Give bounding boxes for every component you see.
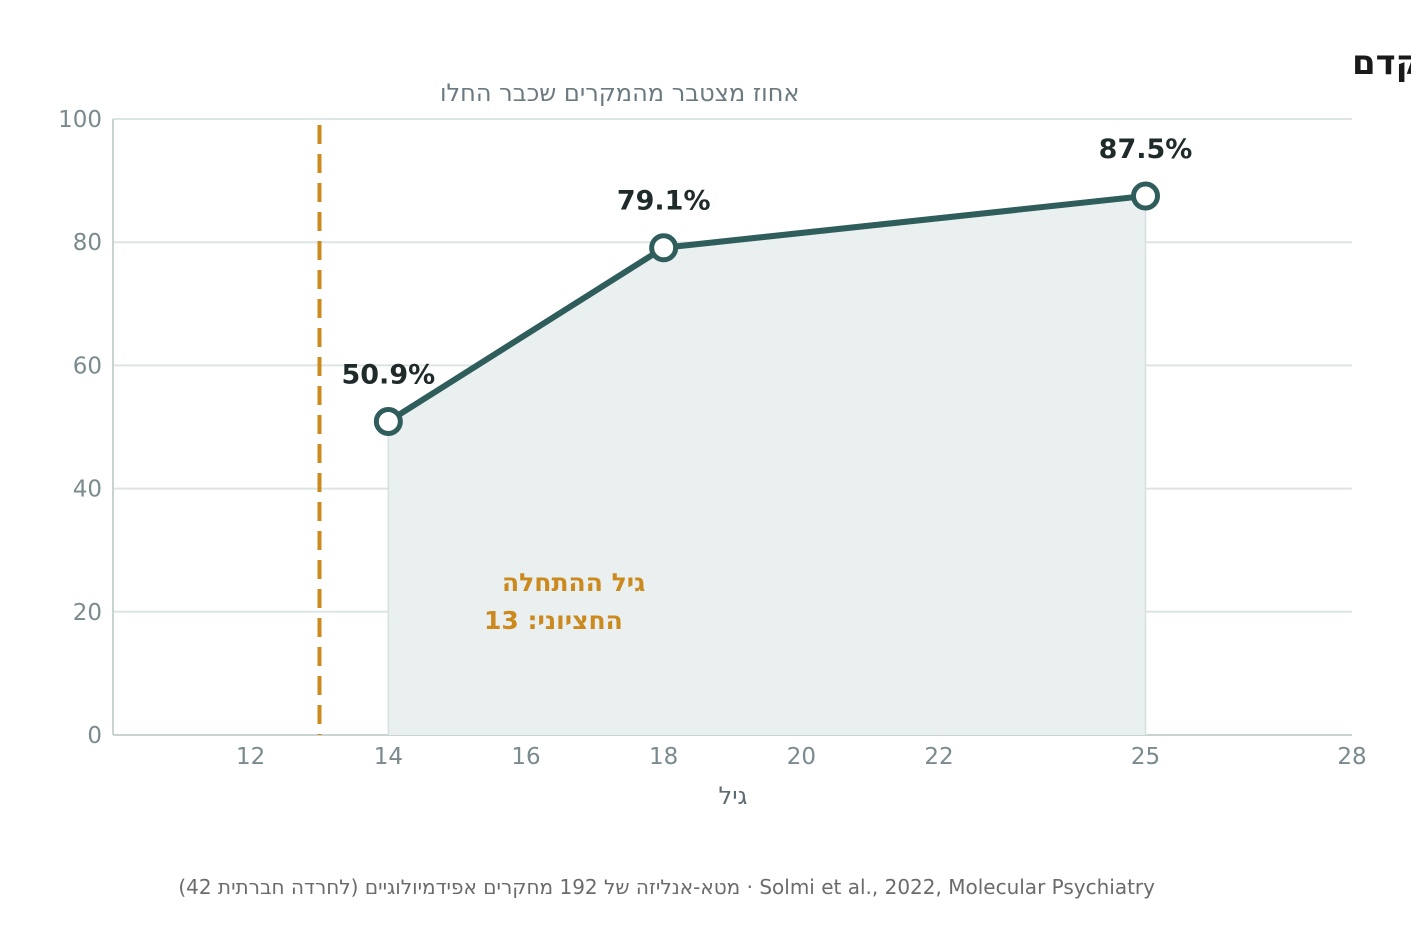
y-tick-label-100: 100 [58, 107, 102, 133]
area-fill [388, 196, 1146, 735]
x-tick-label-16: 16 [511, 744, 540, 770]
data-point-14 [373, 406, 403, 436]
area-fill-group [387, 196, 1147, 735]
reference-label-line2: החציוני: 13 [484, 606, 623, 635]
y-tick-label-40: 40 [73, 477, 102, 503]
x-tick-label-28: 28 [1337, 744, 1366, 770]
data-point-18 [649, 233, 679, 263]
x-tick-label-14: 14 [374, 744, 403, 770]
chart-title: חרדה חברתית מתחילה מוקדם [1352, 43, 1411, 83]
x-tick-label-25: 25 [1131, 744, 1160, 770]
x-tick-label-22: 22 [924, 744, 953, 770]
data-label-14: 50.9% [341, 359, 435, 390]
x-tick-label-18: 18 [649, 744, 678, 770]
y-tick-label-60: 60 [73, 353, 102, 379]
y-tick-label-80: 80 [73, 230, 102, 256]
x-axis-label: גיל [719, 782, 748, 810]
x-tick-label-12: 12 [236, 744, 265, 770]
x-axis-ticks: 12 14 16 18 20 22 25 28 [236, 744, 1367, 770]
reference-label-line1: גיל ההתחלה [502, 568, 645, 597]
data-label-25: 87.5% [1099, 134, 1193, 165]
data-point-25 [1131, 181, 1160, 211]
y-axis-ticks: 0 20 40 60 80 100 [58, 107, 102, 749]
source-note: (42 לחרדה חברתית) מטא-אנליזה של 192 מחקר… [178, 875, 1155, 899]
y-axis-label: אחוז מצטבר מהמקרים שכבר החלו [440, 79, 799, 107]
x-tick-label-20: 20 [787, 744, 816, 770]
data-points [373, 181, 1160, 436]
data-label-18: 79.1% [617, 186, 711, 217]
y-tick-label-0: 0 [87, 723, 102, 749]
data-labels: 50.9% 79.1% 87.5% [341, 134, 1192, 390]
y-tick-label-20: 20 [73, 600, 102, 626]
